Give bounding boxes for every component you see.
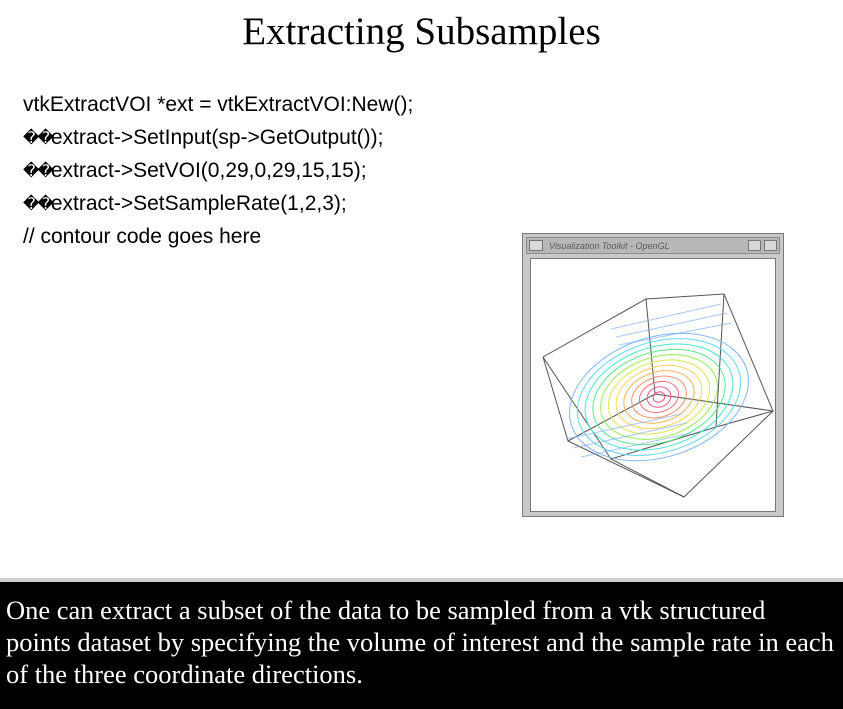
caption-text: One can extract a subset of the data to … [0, 582, 843, 709]
code-line: �� extract->SetSampleRate(1,2,3); [23, 187, 413, 220]
code-line: �� extract->SetInput(sp->GetOutput()); [23, 121, 413, 154]
vtk-render-window: Visualization Toolkit - OpenGL [522, 233, 784, 517]
maximize-icon[interactable] [764, 240, 777, 251]
window-titlebar[interactable]: Visualization Toolkit - OpenGL [526, 237, 780, 254]
code-line-text: extract->SetInput(sp->GetOutput()); [45, 126, 384, 149]
code-line: vtkExtractVOI *ext = vtkExtractVOI:New()… [23, 93, 414, 116]
window-menu-icon[interactable] [529, 240, 543, 251]
code-line-text: extract->SetSampleRate(1,2,3); [45, 192, 347, 215]
code-line-text: extract->SetVOI(0,29,0,29,15,15); [45, 159, 367, 182]
replacement-glyph: �� [23, 128, 54, 147]
code-listing: vtkExtractVOI *ext = vtkExtractVOI:New()… [23, 88, 413, 253]
replacement-glyph: �� [23, 194, 54, 213]
page-title: Extracting Subsamples [242, 10, 601, 53]
window-title: Visualization Toolkit - OpenGL [549, 241, 670, 251]
replacement-glyph: �� [23, 161, 54, 180]
code-line: �� extract->SetVOI(0,29,0,29,15,15); [23, 154, 413, 187]
minimize-icon[interactable] [748, 240, 761, 251]
divider [0, 578, 843, 582]
contour-render-image [542, 293, 774, 498]
render-canvas [530, 258, 776, 512]
code-line: // contour code goes here [23, 225, 262, 248]
